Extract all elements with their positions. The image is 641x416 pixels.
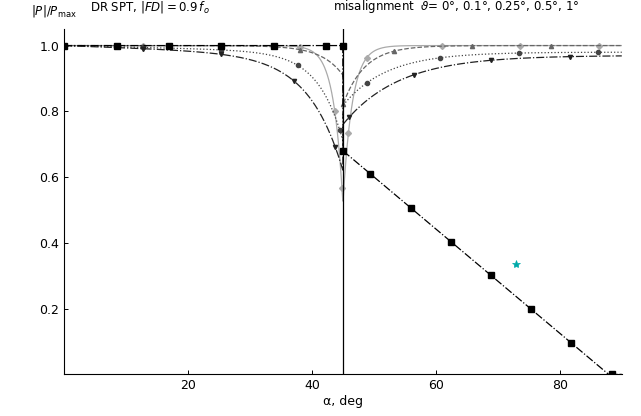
Text: misalignment  $\vartheta$= 0°, 0.1°, 0.25°, 0.5°, 1°: misalignment $\vartheta$= 0°, 0.1°, 0.25… bbox=[333, 0, 580, 15]
X-axis label: α, deg: α, deg bbox=[323, 395, 363, 408]
Text: DR SPT, $|FD|=0.9\,f_o$: DR SPT, $|FD|=0.9\,f_o$ bbox=[90, 0, 210, 15]
Text: $|P|/P_{\rm max}$: $|P|/P_{\rm max}$ bbox=[31, 3, 76, 19]
